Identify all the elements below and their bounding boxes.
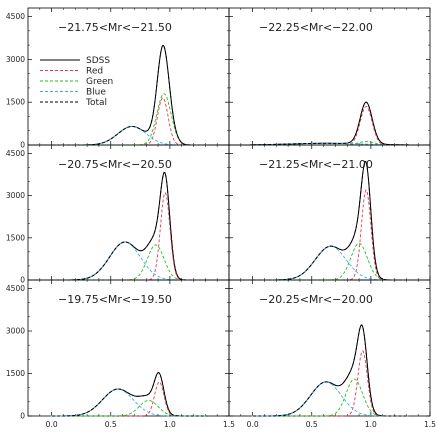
panel-4: 0 1500 3000 4500 0.0 0.5 1.0 1.5 −19.75<Mr<−19.5… [6,279,235,429]
sdss-curve [49,372,208,417]
panel-frame [228,279,431,417]
panel-title: −21.25<Mr<−21.00 [259,158,373,171]
x-tick-label: 0.5 [306,420,318,429]
y-tick-label: 4500 [6,149,25,158]
panel-title: −22.25<Mr<−22.00 [259,21,373,34]
green-curve [49,399,208,417]
red-curve [250,106,409,146]
panels-layer: 0 1500 3000 4500 −21.75<Mr<−21.50 SDSSRedGree… [6,7,436,429]
blue-curve [49,241,208,281]
panel-title: −20.25<Mr<−20.00 [259,293,373,306]
x-tick-label: 1.0 [365,420,377,429]
panel-0: 0 1500 3000 4500 −21.75<Mr<−21.50 SDSSRedGree… [6,7,230,150]
red-curve [49,381,208,417]
x-tick-label: 1.0 [164,420,176,429]
y-tick-label: 4500 [6,12,25,21]
panel-title: −19.75<Mr<−19.50 [58,293,172,306]
y-tick-label: 0 [20,412,25,421]
total-curve [250,160,409,281]
x-tick-label: 0.0 [46,420,58,429]
sdss-curve [49,171,208,281]
sdss-curve [250,324,409,417]
red-curve [250,189,409,281]
total-curve [250,324,409,417]
green-curve [250,242,409,281]
x-tick-label: 0.5 [105,420,117,429]
y-tick-label: 1500 [6,98,25,107]
total-curve [250,101,409,146]
sdss-curve [250,160,409,281]
legend-label-red: Red [86,67,103,77]
green-curve [49,93,208,146]
red-curve [49,97,208,146]
blue-curve [250,381,409,417]
panel-title: −21.75<Mr<−21.50 [58,21,172,34]
x-tick-label: 1.5 [223,420,235,429]
y-tick-label: 4500 [6,284,25,293]
panel-1: −22.25<Mr<−22.00 [228,7,431,146]
blue-curve [49,125,208,146]
total-curve [49,171,208,281]
sdss-curve [250,101,409,146]
y-tick-label: 3000 [6,55,25,64]
red-curve [250,350,409,417]
y-tick-label: 3000 [6,191,25,200]
red-curve [49,192,208,281]
y-tick-label: 1500 [6,233,25,242]
blue-curve [250,142,409,146]
y-tick-label: 0 [20,276,25,285]
x-tick-label: 0.0 [247,420,259,429]
green-curve [49,244,208,281]
y-tick-label: 3000 [6,327,25,336]
panel-3: −21.25<Mr<−21.00 [228,144,431,281]
blue-curve [49,388,208,417]
legend-label-total: Total [85,98,107,108]
legend-label-sdss: SDSS [86,56,110,66]
total-curve [49,44,208,146]
green-curve [250,378,409,417]
y-tick-label: 0 [20,141,25,150]
panel-5: 0.0 0.5 1.0 1.5 −20.25<Mr<−20.00 [228,279,436,429]
y-tick-label: 1500 [6,369,25,378]
legend-label-green: Green [86,77,113,87]
blue-curve [250,245,409,281]
panel-2: 0 1500 3000 4500 −20.75<Mr<−20.50 [6,144,230,285]
total-curve [49,372,208,417]
legend-label-blue: Blue [86,88,106,98]
x-tick-label: 1.5 [424,420,436,429]
panel-title: −20.75<Mr<−20.50 [58,158,172,171]
